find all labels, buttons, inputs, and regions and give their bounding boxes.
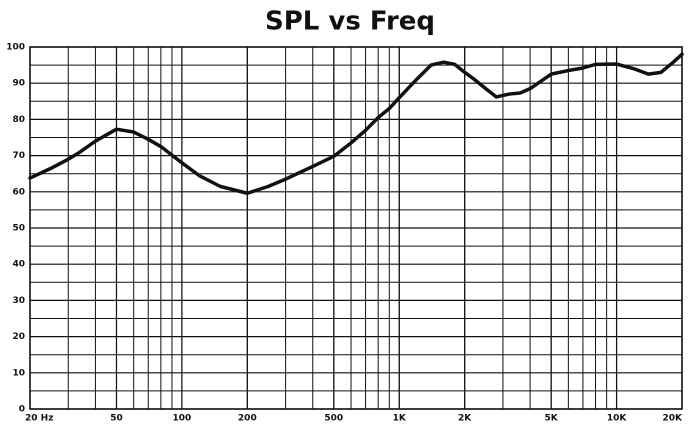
y-tick-label: 70 [12,151,25,161]
y-tick-label: 40 [12,260,25,270]
y-tick-label: 80 [12,115,25,125]
x-tick-label: 2K [458,414,472,424]
y-tick-label: 20 [12,332,25,342]
x-tick-label: 20K [663,414,684,424]
x-tick-label: 500 [324,414,343,424]
y-tick-label: 90 [12,79,25,89]
chart-title: SPL vs Freq [265,7,435,37]
x-tick-label: 50 [110,414,123,424]
y-tick-label: 10 [12,368,25,378]
x-tick-label: 5K [545,414,559,424]
y-tick-label: 60 [12,187,25,197]
x-tick-label: 1K [393,414,407,424]
x-tick-label: 100 [173,414,192,424]
plot-frame [29,46,683,410]
labels: 0 10 20 30 40 50 60 70 80 90 100 20 Hz 50 100 200 500 1K… [6,43,683,424]
y-tick-label: 30 [12,296,25,306]
grid [29,46,683,410]
spl-curve [28,52,684,195]
x-tick-label: 10K [607,414,628,424]
y-tick-label: 100 [6,43,25,53]
x-tick-label: 20 Hz [25,414,53,424]
plot [28,52,684,195]
y-tick-label: 50 [12,224,25,234]
y-tick-label: 0 [19,405,25,415]
x-tick-label: 200 [238,414,257,424]
